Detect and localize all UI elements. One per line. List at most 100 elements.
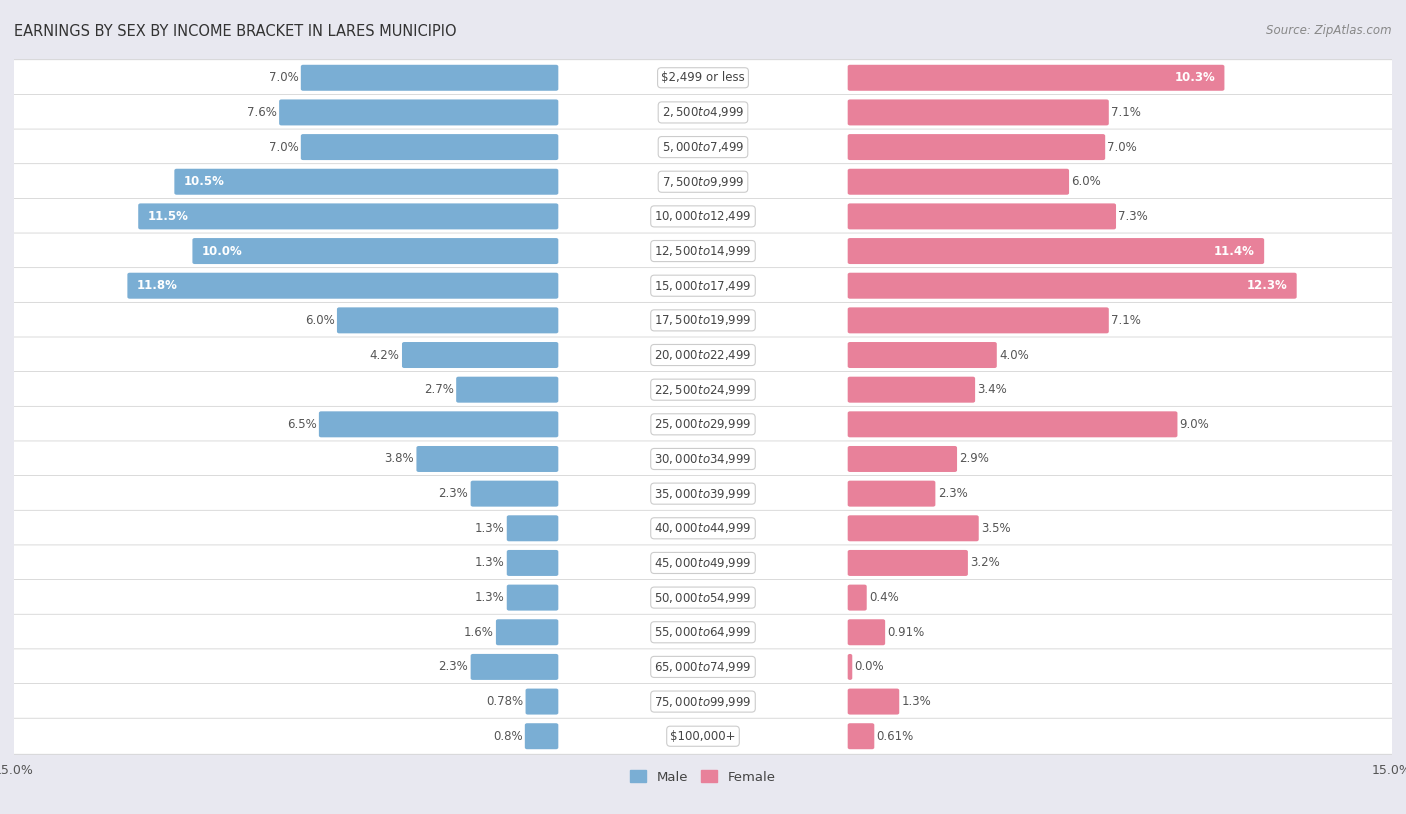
- FancyBboxPatch shape: [193, 238, 558, 264]
- FancyBboxPatch shape: [506, 584, 558, 610]
- Text: 7.6%: 7.6%: [247, 106, 277, 119]
- FancyBboxPatch shape: [524, 723, 558, 749]
- Text: 3.8%: 3.8%: [384, 453, 415, 466]
- Text: $50,000 to $54,999: $50,000 to $54,999: [654, 591, 752, 605]
- Text: 1.3%: 1.3%: [475, 522, 505, 535]
- Text: 2.7%: 2.7%: [425, 383, 454, 396]
- FancyBboxPatch shape: [848, 273, 1296, 299]
- FancyBboxPatch shape: [301, 134, 558, 160]
- FancyBboxPatch shape: [471, 654, 558, 680]
- Text: 10.5%: 10.5%: [184, 175, 225, 188]
- Text: 7.3%: 7.3%: [1118, 210, 1149, 223]
- FancyBboxPatch shape: [848, 168, 1069, 195]
- FancyBboxPatch shape: [848, 689, 900, 715]
- FancyBboxPatch shape: [456, 377, 558, 403]
- Text: 2.3%: 2.3%: [938, 487, 967, 500]
- Text: $12,500 to $14,999: $12,500 to $14,999: [654, 244, 752, 258]
- FancyBboxPatch shape: [506, 515, 558, 541]
- Text: 7.0%: 7.0%: [269, 141, 298, 154]
- FancyBboxPatch shape: [848, 99, 1109, 125]
- FancyBboxPatch shape: [301, 65, 558, 91]
- FancyBboxPatch shape: [13, 268, 1393, 304]
- FancyBboxPatch shape: [848, 584, 866, 610]
- FancyBboxPatch shape: [13, 545, 1393, 581]
- Text: 1.3%: 1.3%: [475, 591, 505, 604]
- FancyBboxPatch shape: [848, 619, 886, 646]
- FancyBboxPatch shape: [13, 475, 1393, 512]
- Legend: Male, Female: Male, Female: [626, 765, 780, 789]
- FancyBboxPatch shape: [848, 134, 1105, 160]
- Text: Source: ZipAtlas.com: Source: ZipAtlas.com: [1267, 24, 1392, 37]
- Text: 11.4%: 11.4%: [1215, 244, 1256, 257]
- FancyBboxPatch shape: [402, 342, 558, 368]
- Text: 11.5%: 11.5%: [148, 210, 188, 223]
- Text: $10,000 to $12,499: $10,000 to $12,499: [654, 209, 752, 223]
- FancyBboxPatch shape: [13, 441, 1393, 477]
- Text: $2,499 or less: $2,499 or less: [661, 72, 745, 85]
- Text: $45,000 to $49,999: $45,000 to $49,999: [654, 556, 752, 570]
- FancyBboxPatch shape: [13, 129, 1393, 165]
- Text: 6.5%: 6.5%: [287, 418, 316, 431]
- FancyBboxPatch shape: [13, 199, 1393, 234]
- FancyBboxPatch shape: [13, 233, 1393, 269]
- FancyBboxPatch shape: [13, 372, 1393, 408]
- Text: 11.8%: 11.8%: [136, 279, 177, 292]
- Text: 3.5%: 3.5%: [981, 522, 1011, 535]
- Text: 3.2%: 3.2%: [970, 557, 1000, 570]
- FancyBboxPatch shape: [13, 59, 1393, 96]
- FancyBboxPatch shape: [13, 164, 1393, 199]
- FancyBboxPatch shape: [13, 302, 1393, 339]
- Text: 0.4%: 0.4%: [869, 591, 898, 604]
- Text: 2.3%: 2.3%: [439, 660, 468, 673]
- Text: 0.61%: 0.61%: [876, 729, 914, 742]
- FancyBboxPatch shape: [848, 65, 1225, 91]
- FancyBboxPatch shape: [526, 689, 558, 715]
- FancyBboxPatch shape: [848, 515, 979, 541]
- Text: $65,000 to $74,999: $65,000 to $74,999: [654, 660, 752, 674]
- FancyBboxPatch shape: [13, 510, 1393, 546]
- Text: 10.0%: 10.0%: [201, 244, 242, 257]
- Text: 3.4%: 3.4%: [977, 383, 1007, 396]
- Text: $22,500 to $24,999: $22,500 to $24,999: [654, 383, 752, 396]
- Text: 6.0%: 6.0%: [1071, 175, 1101, 188]
- FancyBboxPatch shape: [848, 204, 1116, 230]
- FancyBboxPatch shape: [13, 337, 1393, 373]
- Text: $35,000 to $39,999: $35,000 to $39,999: [654, 487, 752, 501]
- FancyBboxPatch shape: [506, 550, 558, 576]
- Text: $25,000 to $29,999: $25,000 to $29,999: [654, 418, 752, 431]
- FancyBboxPatch shape: [471, 480, 558, 506]
- FancyBboxPatch shape: [13, 649, 1393, 685]
- Text: 6.0%: 6.0%: [305, 314, 335, 327]
- FancyBboxPatch shape: [337, 308, 558, 334]
- Text: 10.3%: 10.3%: [1174, 72, 1215, 85]
- Text: 4.2%: 4.2%: [370, 348, 399, 361]
- Text: 0.0%: 0.0%: [855, 660, 884, 673]
- Text: $5,000 to $7,499: $5,000 to $7,499: [662, 140, 744, 154]
- FancyBboxPatch shape: [848, 550, 967, 576]
- FancyBboxPatch shape: [138, 204, 558, 230]
- FancyBboxPatch shape: [319, 411, 558, 437]
- FancyBboxPatch shape: [13, 615, 1393, 650]
- Text: EARNINGS BY SEX BY INCOME BRACKET IN LARES MUNICIPIO: EARNINGS BY SEX BY INCOME BRACKET IN LAR…: [14, 24, 457, 39]
- Text: 12.3%: 12.3%: [1247, 279, 1288, 292]
- FancyBboxPatch shape: [496, 619, 558, 646]
- FancyBboxPatch shape: [848, 654, 852, 680]
- FancyBboxPatch shape: [848, 446, 957, 472]
- Text: 0.78%: 0.78%: [486, 695, 523, 708]
- Text: 7.1%: 7.1%: [1111, 314, 1142, 327]
- FancyBboxPatch shape: [13, 684, 1393, 720]
- FancyBboxPatch shape: [174, 168, 558, 195]
- Text: 1.3%: 1.3%: [475, 557, 505, 570]
- Text: 2.9%: 2.9%: [959, 453, 990, 466]
- Text: $75,000 to $99,999: $75,000 to $99,999: [654, 694, 752, 708]
- Text: $2,500 to $4,999: $2,500 to $4,999: [662, 106, 744, 120]
- Text: $100,000+: $100,000+: [671, 729, 735, 742]
- Text: $17,500 to $19,999: $17,500 to $19,999: [654, 313, 752, 327]
- FancyBboxPatch shape: [848, 411, 1177, 437]
- Text: $15,000 to $17,499: $15,000 to $17,499: [654, 278, 752, 293]
- FancyBboxPatch shape: [848, 238, 1264, 264]
- FancyBboxPatch shape: [848, 308, 1109, 334]
- Text: $7,500 to $9,999: $7,500 to $9,999: [662, 175, 744, 189]
- Text: 1.3%: 1.3%: [901, 695, 931, 708]
- FancyBboxPatch shape: [13, 718, 1393, 755]
